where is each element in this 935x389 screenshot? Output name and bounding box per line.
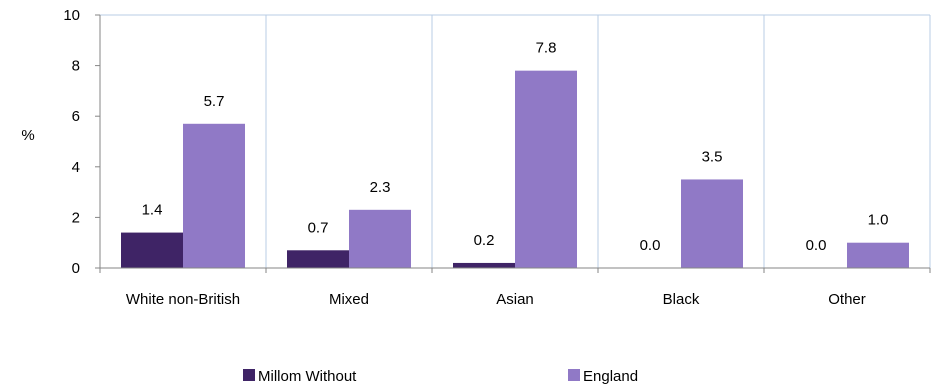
data-label: 5.7 [204,93,225,110]
legend-label: England [583,368,638,385]
bar-england [349,209,411,268]
y-tick-label: 2 [72,209,80,226]
bar-england [847,242,909,268]
y-tick-label: 10 [63,7,80,24]
y-tick-label: 6 [72,108,80,125]
y-tick-labels: 0 2 4 6 8 10 [63,7,80,277]
category-label: White non-British [126,291,240,308]
bar-england [515,70,577,268]
category-label: Other [828,291,866,308]
y-tick-label: 4 [72,159,80,176]
category-label: Black [663,291,700,308]
bar-england [681,179,743,268]
legend: Millom Without England [243,368,638,385]
bar-millom-without [287,250,349,268]
data-labels: 1.4 5.7 0.7 2.3 0.2 7.8 0.0 3.5 0.0 1.0 [142,40,889,254]
legend-label: Millom Without [258,368,357,385]
gridlines [100,14,931,268]
bar-millom-without [121,232,183,268]
data-label: 2.3 [370,179,391,196]
data-label: 1.0 [868,212,889,229]
legend-swatch [243,369,255,381]
y-tick-label: 8 [72,58,80,75]
data-label: 7.8 [536,40,557,57]
data-label: 1.4 [142,202,163,219]
bar-millom-without [453,262,515,268]
category-label: Mixed [329,291,369,308]
legend-swatch [568,369,580,381]
data-label: 0.0 [640,237,661,254]
axes [95,14,931,273]
data-label: 0.0 [806,237,827,254]
category-labels: White non-British Mixed Asian Black Other [126,291,866,308]
bar-england [183,123,245,268]
data-label: 0.7 [308,219,329,236]
data-label: 0.2 [474,232,495,249]
category-label: Asian [496,291,534,308]
data-label: 3.5 [702,148,723,165]
y-axis-label: % [21,127,34,144]
y-tick-label: 0 [72,260,80,277]
bars [121,70,909,268]
